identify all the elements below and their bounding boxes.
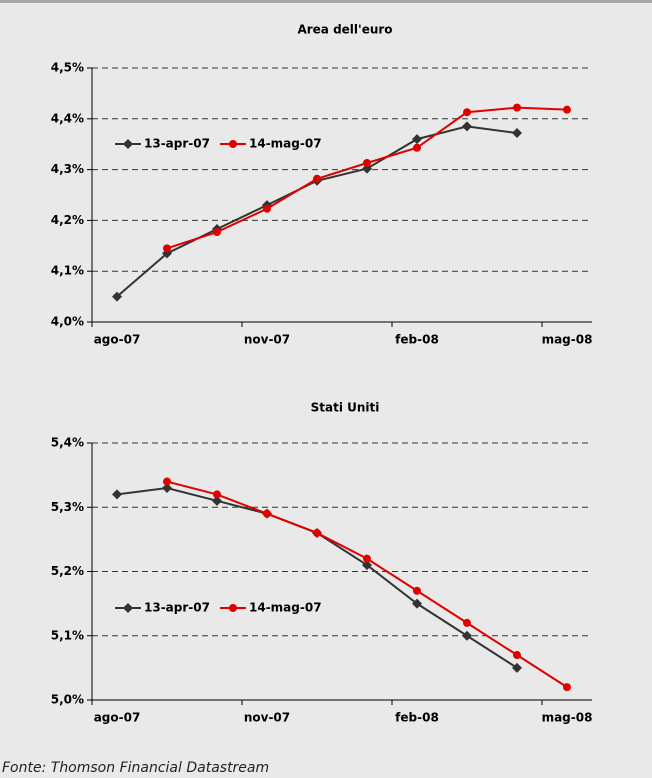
x-tick-label: ago-07 <box>94 333 141 347</box>
x-tick-label: ago-07 <box>94 711 141 725</box>
legend-label: 13-apr-07 <box>144 137 210 151</box>
marker <box>512 128 522 139</box>
marker <box>263 509 271 518</box>
y-tick-label: 5,3% <box>51 500 84 514</box>
chart-title: Stati Uniti <box>311 401 380 415</box>
y-tick-label: 4,1% <box>51 264 84 278</box>
y-tick-label: 4,0% <box>51 315 84 329</box>
y-tick-label: 5,1% <box>51 628 84 642</box>
marker <box>163 244 171 253</box>
marker <box>363 158 371 167</box>
legend-label: 14-mag-07 <box>249 137 322 151</box>
y-tick-label: 4,3% <box>51 162 84 176</box>
marker <box>463 108 471 117</box>
legend-label: 14-mag-07 <box>249 601 322 615</box>
y-tick-label: 4,5% <box>51 61 84 75</box>
marker <box>463 618 471 627</box>
marker <box>213 490 221 499</box>
marker <box>163 477 171 486</box>
marker <box>213 228 221 237</box>
marker <box>412 598 422 609</box>
chart-title: Area dell'euro <box>297 23 392 37</box>
marker <box>462 630 472 641</box>
marker <box>462 121 472 132</box>
x-tick-label: mag-08 <box>542 333 593 347</box>
y-tick-label: 5,2% <box>51 564 84 578</box>
marker <box>563 683 571 692</box>
marker <box>413 143 421 152</box>
marker <box>513 651 521 660</box>
legend-marker <box>229 140 237 148</box>
x-tick-label: feb-08 <box>395 711 439 725</box>
marker <box>413 586 421 595</box>
x-tick-label: mag-08 <box>542 711 593 725</box>
legend-label: 13-apr-07 <box>144 601 210 615</box>
top-border <box>0 0 652 3</box>
y-tick-label: 4,2% <box>51 213 84 227</box>
marker <box>363 554 371 563</box>
marker <box>212 495 222 506</box>
marker <box>362 560 372 571</box>
x-tick-label: nov-07 <box>244 711 290 725</box>
y-tick-label: 5,0% <box>51 693 84 707</box>
y-tick-label: 5,4% <box>51 436 84 450</box>
x-tick-label: feb-08 <box>395 333 439 347</box>
marker <box>162 482 172 493</box>
marker <box>263 204 271 213</box>
y-tick-label: 4,4% <box>51 111 84 125</box>
x-tick-label: nov-07 <box>244 333 290 347</box>
legend-marker <box>123 603 133 613</box>
marker <box>112 291 122 302</box>
legend-marker <box>123 139 133 149</box>
marker <box>313 174 321 183</box>
source: Fonte: Thomson Financial Datastream <box>2 760 269 776</box>
marker <box>412 134 422 145</box>
marker <box>563 105 571 114</box>
marker <box>313 528 321 537</box>
legend-marker <box>229 604 237 612</box>
marker <box>513 103 521 112</box>
marker <box>512 662 522 673</box>
marker <box>112 489 122 500</box>
